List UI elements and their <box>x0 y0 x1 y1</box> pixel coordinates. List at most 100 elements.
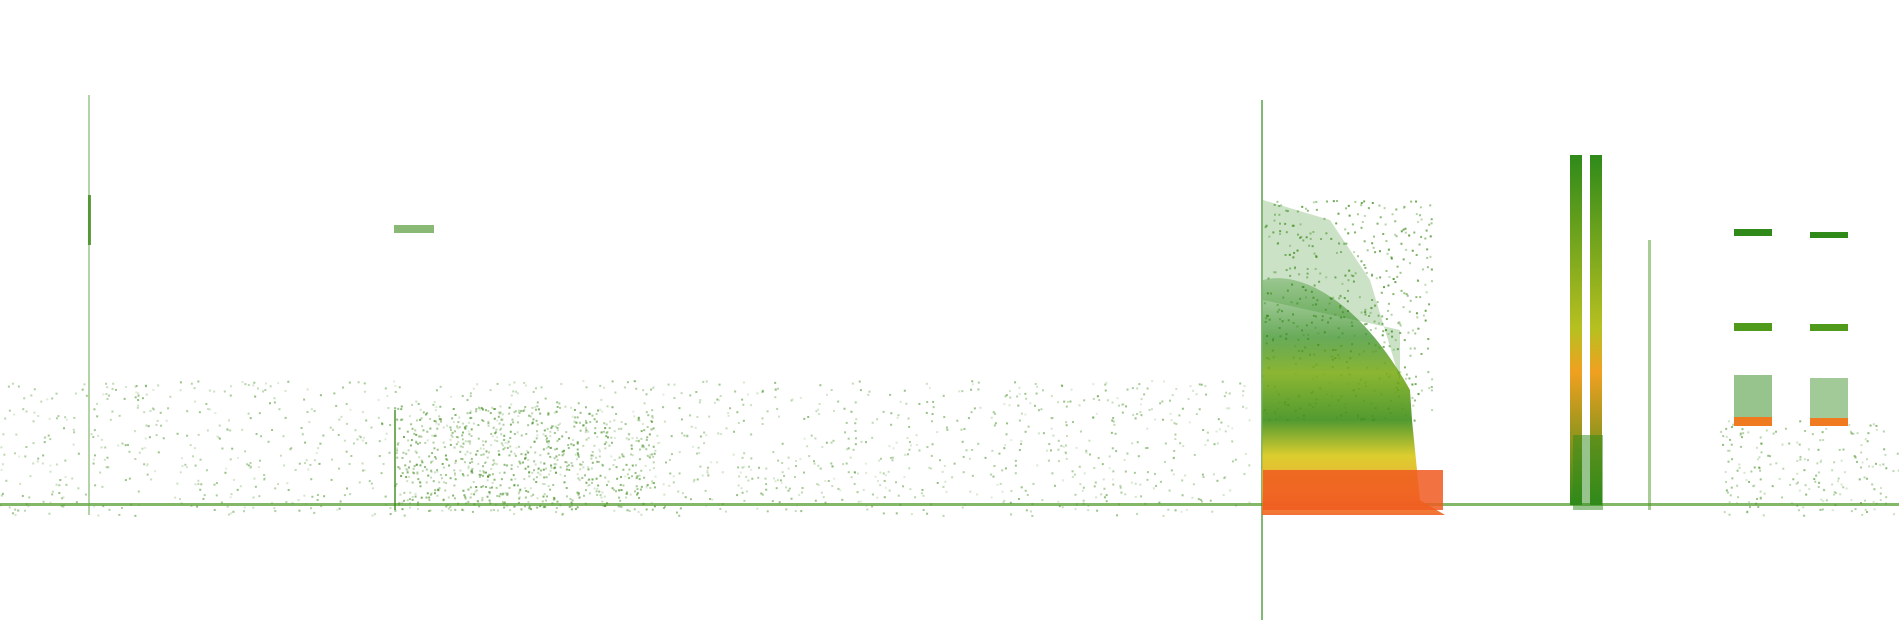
speckle <box>1825 427 1828 430</box>
speckle <box>420 417 423 420</box>
speckle <box>888 489 891 492</box>
speckle <box>1289 244 1292 247</box>
speckle <box>1061 384 1064 387</box>
speckle <box>593 444 596 447</box>
speckle <box>396 443 399 446</box>
speckle <box>512 390 515 393</box>
speckle <box>453 446 456 449</box>
speckle <box>1242 405 1245 408</box>
speckle <box>1416 316 1419 319</box>
speckle <box>879 457 882 460</box>
speckle <box>447 507 450 510</box>
speckle <box>13 452 16 455</box>
speckle <box>630 453 633 456</box>
noise-speckles <box>0 200 1899 517</box>
speckle <box>514 477 517 480</box>
speckle <box>431 434 434 437</box>
speckle <box>814 437 817 440</box>
speckle <box>585 421 588 424</box>
speckle <box>596 493 599 496</box>
speckle <box>884 486 887 489</box>
speckle <box>895 441 898 444</box>
speckle <box>1185 508 1188 511</box>
speckle <box>416 471 419 474</box>
speckle <box>1018 386 1021 389</box>
speckle <box>487 475 490 478</box>
speckle <box>1818 481 1821 484</box>
speckle <box>696 415 699 418</box>
speckle <box>613 437 616 440</box>
speckle <box>613 419 616 422</box>
speckle <box>1822 488 1825 491</box>
speckle <box>914 496 917 499</box>
speckle <box>1426 266 1429 269</box>
speckle <box>742 419 745 422</box>
speckle <box>256 387 259 390</box>
speckle <box>822 496 825 499</box>
speckle <box>348 463 351 466</box>
speckle <box>380 472 383 475</box>
speckle <box>563 449 566 452</box>
speckle <box>653 505 656 508</box>
speckle <box>208 408 211 411</box>
speckle <box>1174 509 1177 512</box>
speckle <box>407 449 410 452</box>
speckle <box>486 479 489 482</box>
speckle <box>555 410 558 413</box>
speckle <box>475 489 478 492</box>
speckle <box>775 487 778 490</box>
speckle <box>576 506 579 509</box>
speckle <box>1217 418 1220 421</box>
speckle <box>746 393 749 396</box>
speckle <box>436 448 439 451</box>
speckle <box>499 411 502 414</box>
speckle <box>1430 280 1433 283</box>
speckle <box>943 464 946 467</box>
speckle <box>419 408 422 411</box>
speckle <box>638 458 641 461</box>
speckle <box>441 462 444 465</box>
speckle <box>215 481 218 484</box>
speckle <box>476 500 479 503</box>
speckle <box>996 483 999 486</box>
speckle <box>595 477 598 480</box>
speckle <box>136 406 139 409</box>
speckle <box>1305 236 1308 239</box>
speckle <box>43 441 46 444</box>
speckle <box>37 414 40 417</box>
speckle <box>461 438 464 441</box>
speckle <box>1111 447 1114 450</box>
speckle <box>556 405 559 408</box>
speckle <box>1200 500 1203 503</box>
speckle <box>513 432 516 435</box>
speckle <box>639 488 642 491</box>
speckle <box>582 444 585 447</box>
speckle <box>1197 498 1200 501</box>
speckle <box>417 478 420 481</box>
speckle <box>239 485 242 488</box>
speckle <box>596 435 599 438</box>
speckle <box>484 471 487 474</box>
speckle <box>545 476 548 479</box>
speckle <box>419 481 422 484</box>
speckle <box>1363 200 1366 203</box>
speckle <box>793 476 796 479</box>
speckle <box>137 490 140 493</box>
speckle <box>1400 289 1403 292</box>
speckle <box>801 486 804 489</box>
speckle <box>922 494 925 497</box>
speckle <box>604 427 607 430</box>
speckle <box>97 514 100 517</box>
speckle <box>1162 514 1165 517</box>
speckle <box>636 493 639 496</box>
speckle <box>909 444 912 447</box>
speckle <box>1789 483 1792 486</box>
speckle <box>1417 393 1420 396</box>
speckle <box>684 496 687 499</box>
speckle <box>579 421 582 424</box>
speckle <box>179 471 182 474</box>
speckle <box>718 383 721 386</box>
speckle <box>1803 514 1806 517</box>
speckle <box>1387 248 1390 251</box>
speckle <box>514 454 517 457</box>
